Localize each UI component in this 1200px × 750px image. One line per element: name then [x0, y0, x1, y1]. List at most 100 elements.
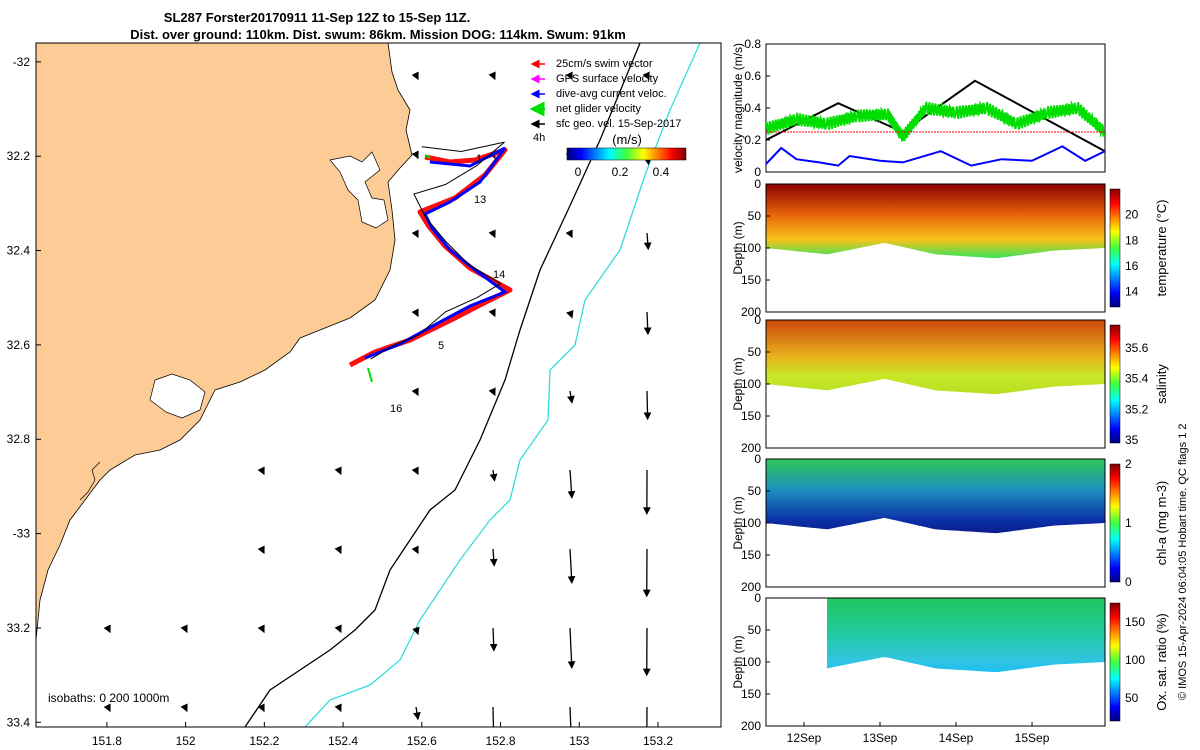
depth-tick-label: 150 [741, 409, 761, 423]
geostrophic-vector [411, 150, 419, 160]
chla-section: 0 50 100 150 200 Depth (m) 0 1 2 chl-a (mg m-3) [731, 452, 1169, 594]
legend-net-glider: net glider velocity [556, 103, 641, 115]
geostrophic-vector [334, 545, 342, 555]
colorbar-tick-label: 2 [1125, 457, 1132, 471]
geostrophic-vector [411, 466, 419, 476]
isobath-1000 [304, 43, 701, 727]
colorbar-label: salinity [1154, 364, 1169, 404]
geostrophic-vector [103, 703, 111, 713]
map-x-tick-label: 152.8 [486, 734, 516, 748]
section-colorbar [1109, 324, 1121, 444]
glider-map: 1 13 14 5 16 25cm/s swim vector GPS surf… [7, 42, 726, 748]
legend-swim-vector: 25cm/s swim vector [556, 58, 653, 70]
geostrophic-vector [412, 626, 420, 636]
legend-sfc-geo: sfc geo. vel. 15-Sep-2017 [556, 118, 681, 130]
geostrophic-vector [489, 627, 498, 652]
lake-south [149, 373, 206, 419]
depth-tick-label: 50 [748, 209, 762, 223]
section-data-fill [766, 320, 1105, 395]
colorbar-label: Ox. sat. ratio (%) [1154, 613, 1169, 711]
colorbar-tick-2: 0.4 [653, 165, 670, 179]
colorbar-tick-label: 1 [1125, 516, 1132, 530]
time-axis: 12Sep 13Sep 14Sep 15Sep [787, 722, 1050, 745]
depth-tick-label: 200 [741, 719, 761, 733]
depth-ylabel: Depth (m) [731, 635, 745, 688]
dive-avg-current-vectors [364, 146, 509, 360]
map-y-tick-label: -32 [13, 55, 31, 69]
dive-avg-current-speed-line [766, 145, 1105, 167]
depth-ylabel: Depth (m) [731, 496, 745, 549]
geostrophic-vector [724, 154, 726, 181]
colorbar-tick-label: 0 [1125, 575, 1132, 589]
geostrophic-vector [411, 71, 419, 81]
geostrophic-vector [642, 71, 650, 81]
geostrophic-vector [567, 627, 576, 670]
colorbar-tick-label: 100 [1125, 653, 1145, 667]
geostrophic-vector [180, 703, 188, 713]
map-y-tick-label: 32.4 [7, 244, 31, 258]
depth-tick-label: 200 [741, 305, 761, 319]
depth-tick-label: 150 [741, 687, 761, 701]
isobath-200 [244, 43, 641, 727]
geostrophic-vector [489, 548, 498, 567]
depth-ylabel: Depth (m) [731, 357, 745, 410]
river-south [79, 461, 101, 501]
map-x-tick-label: 151.8 [92, 734, 122, 748]
geostrophic-vector [567, 390, 575, 404]
geostrophic-vector [411, 308, 419, 318]
map-legend: 25cm/s swim vector GPS surface velocity … [529, 58, 687, 179]
colorbar-tick-label: 150 [1125, 615, 1145, 629]
geostrophic-vector [257, 466, 265, 476]
map-x-tick-label: 153 [569, 734, 589, 748]
map-x-tick-label: 153.2 [643, 734, 673, 748]
land [36, 43, 413, 641]
time-tick-label: 12Sep [787, 731, 822, 745]
geostrophic-vector [488, 308, 496, 318]
legend-dive-avg-current: dive-avg current veloc. [556, 88, 667, 100]
geostrophic-vector [257, 703, 265, 713]
geostrophic-vector [724, 312, 726, 351]
geostrophic-vector [565, 229, 573, 239]
colorbar-tick-label: 50 [1125, 691, 1139, 705]
geostrophic-vector [488, 387, 496, 397]
depth-tick-label: 200 [741, 580, 761, 594]
geostrophic-vector [411, 229, 419, 239]
geostrophic-vector [724, 75, 726, 96]
section-data-fill [827, 598, 1105, 673]
geostrophic-vector [103, 624, 111, 634]
geostrophic-vector [724, 233, 726, 266]
map-x-tick-label: 152.4 [328, 734, 358, 748]
imos-credit: © IMOS 15-Apr-2024 06:04:05 Hobart time.… [1177, 423, 1189, 700]
geostrophic-vector [492, 706, 495, 727]
geostrophic-vector [643, 232, 652, 251]
section-colorbar [1109, 188, 1121, 308]
time-tick-label: 15Sep [1015, 731, 1050, 745]
map-y-tick-label: 32.8 [7, 432, 31, 446]
velocity-y-tick-label: 0 [754, 165, 761, 179]
speed-colorbar [566, 147, 687, 161]
geostrophic-vector [334, 703, 342, 713]
day-label-15: 5 [438, 340, 444, 352]
net-glider-speed-line [766, 100, 1105, 142]
geostrophic-vector [334, 624, 342, 634]
legend-unit: (m/s) [612, 132, 642, 147]
velocity-lines [766, 79, 1105, 167]
velocity-y-ticks: 0 0.2 0.4 0.6 0.8 [744, 37, 770, 179]
geostrophic-vector [413, 706, 421, 721]
section-colorbar [1109, 463, 1121, 583]
map-y-tick-label: 33.4 [7, 715, 31, 729]
velocity-y-tick-label: 0.8 [744, 37, 761, 51]
geostrophic-vector [565, 71, 573, 81]
depth-tick-label: 150 [741, 548, 761, 562]
depth-tick-label: 200 [741, 441, 761, 455]
time-tick-label: 13Sep [863, 731, 898, 745]
geostrophic-vector [334, 466, 342, 476]
colorbar-tick-1: 0.2 [612, 165, 629, 179]
day-label-14: 14 [493, 269, 505, 281]
colorbar-tick-label: 16 [1125, 259, 1139, 273]
depth-tick-label: 0 [754, 591, 761, 605]
colorbar-label: temperature (°C) [1154, 200, 1169, 297]
